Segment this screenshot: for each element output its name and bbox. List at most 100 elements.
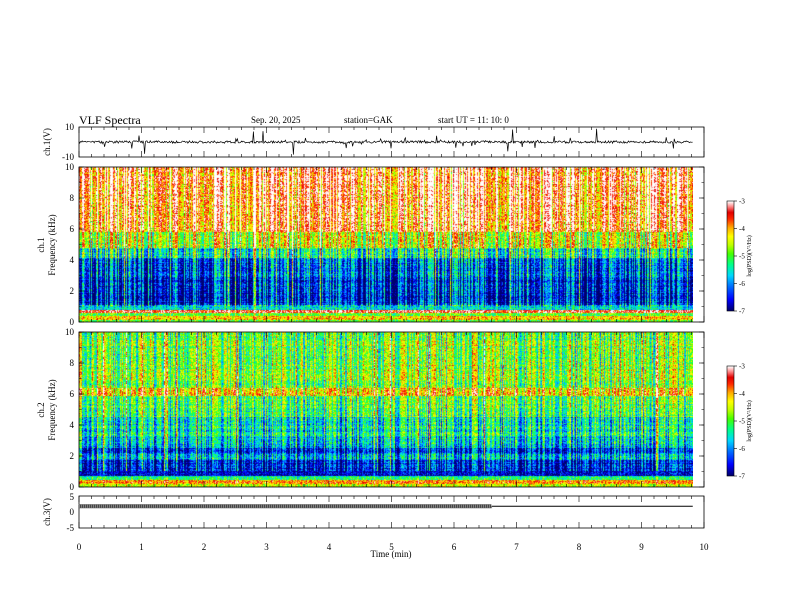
ch3-dense-hatch [300,504,303,509]
ch1-spectrogram-yticks: 0 2 4 6 8 10 [65,162,704,327]
ch3-dense-hatch [284,504,287,509]
ch3-dense-hatch [428,504,431,509]
ch2-colorbar-label: log(PSD)(V²/Hz) [746,400,753,441]
ch3-dense-hatch [370,504,373,509]
ch3-dense-hatch [434,504,437,509]
ch3-dense-hatch [102,504,105,509]
y-tick-label: 0 [70,317,75,327]
ch3-dense-hatch [138,504,141,509]
ch3-signal-dense-segment [78,504,493,509]
ch3-signal-panel: 5 0 -5 ch.3(V) 0 1 2 3 4 5 6 7 8 9 10 Time (min) [42,492,709,559]
ch3-dense-hatch [272,504,275,509]
ch3-dense-hatch [326,504,329,509]
y-tick-label: 2 [70,451,75,461]
ch3-dense-hatch [216,504,219,509]
ch3-dense-hatch [182,504,185,509]
ch1-spectrogram-image [79,167,693,322]
ch2-spectrogram-channel-label: ch.2 [36,402,46,417]
ch3-dense-hatch [162,504,165,509]
ch3-dense-hatch [146,504,149,509]
ch3-dense-hatch [332,504,335,509]
x-tick-label: 10 [700,542,710,552]
ch3-dense-hatch [478,504,481,509]
ch1-waveform-ylabel: ch.1(V) [42,128,52,156]
ch3-dense-hatch [260,504,263,509]
ch3-dense-hatch [264,504,267,509]
y-tick-label: 4 [70,255,75,265]
ch3-dense-hatch [148,504,151,509]
ch3-dense-hatch [432,504,435,509]
ch2-spectrogram-yticks: 0 2 4 6 8 10 [65,327,704,492]
ch3-dense-hatch [242,504,245,509]
ch3-dense-hatch [288,504,291,509]
ch3-dense-hatch [118,504,121,509]
ch3-dense-hatch [452,504,455,509]
ch3-dense-hatch [330,504,333,509]
ch3-dense-hatch [266,504,269,509]
ch3-dense-hatch [170,504,173,509]
ch3-dense-hatch [108,504,111,509]
ch3-dense-hatch [404,504,407,509]
ch3-dense-hatch [340,504,343,509]
ch3-dense-hatch [378,504,381,509]
colorbar-tick-label: -4 [739,390,745,398]
ch3-dense-hatch [156,504,159,509]
ch3-dense-hatch [204,504,207,509]
ch3-dense-hatch [438,504,441,509]
ch3-dense-hatch [214,504,217,509]
ch1-colorbar-label: log(PSD)(V²/Hz) [746,235,753,276]
ch2-spectrogram-image [79,332,693,487]
ch3-dense-hatch [286,504,289,509]
ch1-colorbar: -3 -4 -5 -6 -7 log(PSD)(V²/Hz) [726,198,753,316]
ch3-dense-hatch [186,504,189,509]
colorbar-tick-label: -4 [739,225,745,233]
ch3-dense-hatch [450,504,453,509]
colorbar-tick-label: -3 [739,198,745,206]
ch3-dense-hatch [130,504,133,509]
ch3-dense-hatch [360,504,363,509]
ch2-colorbar: -3 -4 -5 -6 -7 log(PSD)(V²/Hz) [726,363,753,481]
ch3-dense-hatch [172,504,175,509]
ch3-dense-hatch [194,504,197,509]
ch3-dense-hatch [206,504,209,509]
ch3-dense-hatch [468,504,471,509]
ch1-waveform-xticks [78,127,705,157]
ch3-dense-hatch [322,504,325,509]
ch3-dense-hatch [344,504,347,509]
x-tick-label: 6 [452,542,457,552]
x-tick-label: 5 [389,542,394,552]
ch3-dense-hatch [92,504,95,509]
ch3-dense-hatch [280,504,283,509]
ch3-dense-hatch [128,504,131,509]
ch3-dense-hatch [80,504,83,509]
x-tick-label: 9 [639,542,644,552]
ch3-dense-hatch [200,504,203,509]
y-tick-label: 4 [70,420,75,430]
ch3-dense-hatch [480,504,483,509]
ch3-dense-hatch [488,504,491,509]
ch3-dense-hatch [372,504,375,509]
ch3-dense-hatch [364,504,367,509]
ch3-dense-hatch [236,504,239,509]
ch2-spectrogram-ylabel: Frequency (kHz) [47,379,57,440]
ch3-dense-hatch [238,504,241,509]
ch3-dense-hatch [474,504,477,509]
ch3-dense-hatch [384,504,387,509]
ch3-dense-hatch [278,504,281,509]
ch2-spectrogram-xticks [78,332,705,487]
ch3-dense-hatch [218,504,221,509]
ch3-dense-hatch [142,504,145,509]
ch3-signal-xticks [78,496,705,528]
ch3-dense-hatch [346,504,349,509]
ch3-dense-hatch [328,504,331,509]
ch3-dense-hatch [226,504,229,509]
ch1-spectrogram-channel-label: ch.1 [36,237,46,252]
ch3-dense-hatch [258,504,261,509]
ch3-dense-hatch [442,504,445,509]
ch3-dense-hatch [136,504,139,509]
ch3-dense-hatch [348,504,351,509]
y-tick-label: 10 [65,327,75,337]
ch3-dense-hatch [82,504,85,509]
ch3-dense-hatch [486,504,489,509]
